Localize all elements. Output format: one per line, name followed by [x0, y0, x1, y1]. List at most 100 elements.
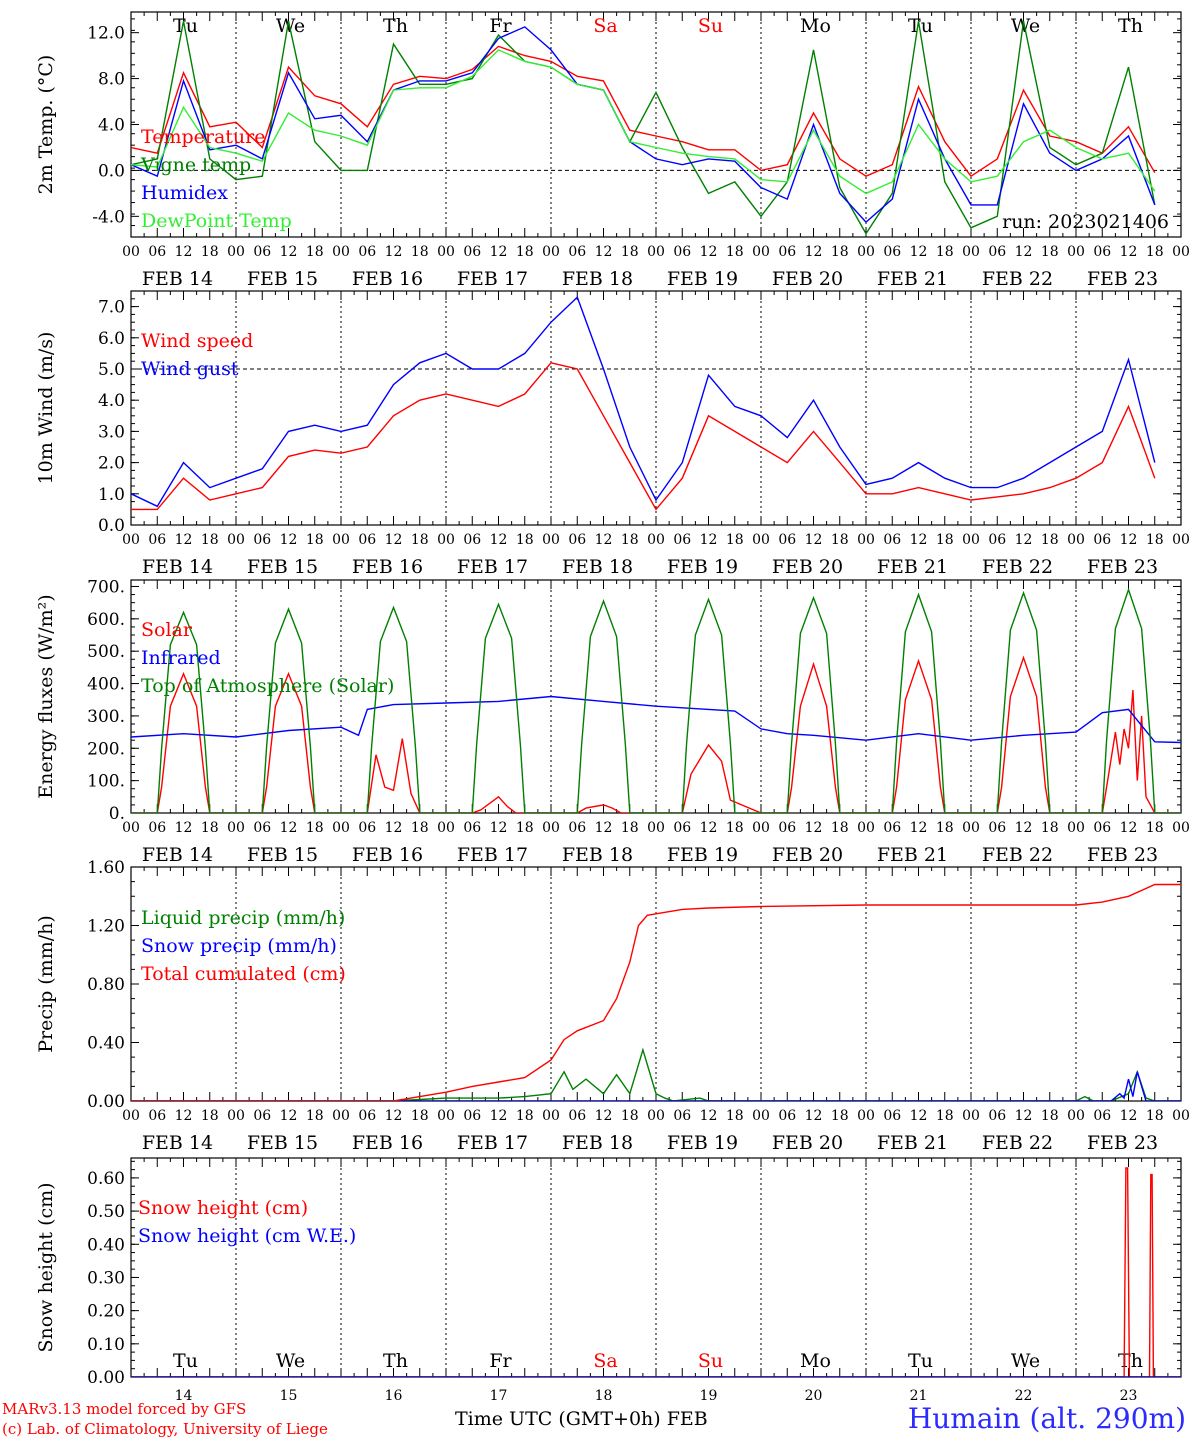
hour-label: 12	[175, 244, 193, 260]
hour-label: 06	[463, 532, 481, 548]
weekday-label: Tu	[173, 1350, 198, 1372]
hour-label: 00	[647, 820, 665, 836]
weekday-label: Th	[383, 15, 408, 37]
hour-label: 18	[1146, 1108, 1164, 1124]
hour-label: 06	[673, 1108, 691, 1124]
weekday-label: Su	[698, 1350, 723, 1372]
y-tick-label: 500.	[87, 642, 125, 662]
hour-label: 06	[988, 244, 1006, 260]
y-tick-label: 0.40	[87, 1034, 125, 1054]
hour-label: 00	[857, 532, 875, 548]
weekday-label: Mo	[800, 1350, 831, 1372]
hour-label: 06	[778, 244, 796, 260]
hour-label: 06	[253, 820, 271, 836]
hour-label: 18	[621, 532, 639, 548]
y-tick-label: 0.00	[87, 1092, 125, 1112]
hour-label: 06	[988, 1108, 1006, 1124]
hour-label: 18	[936, 1108, 954, 1124]
y-tick-label: 700.	[87, 577, 125, 597]
hour-label: 12	[490, 532, 508, 548]
date-label: FEB 23	[1087, 844, 1158, 866]
date-label: FEB 17	[457, 556, 528, 578]
hour-label: 18	[306, 1108, 324, 1124]
hour-label: 12	[1015, 532, 1033, 548]
hour-label: 00	[1067, 244, 1085, 260]
weekday-label: Th	[383, 1350, 408, 1372]
weekday-label: Th	[1118, 1350, 1143, 1372]
hour-label: 18	[1146, 820, 1164, 836]
date-label: FEB 14	[142, 268, 213, 290]
y-tick-label: 3.0	[98, 422, 125, 442]
hour-label: 12	[595, 532, 613, 548]
hour-label: 00	[962, 532, 980, 548]
hour-label: 18	[201, 244, 219, 260]
hour-label: 00	[227, 820, 245, 836]
day-number: 18	[595, 1388, 613, 1404]
y-tick-label: 0.	[109, 804, 125, 824]
hour-label: 12	[175, 1108, 193, 1124]
station-name: Humain (alt. 290m)	[907, 1402, 1186, 1435]
date-label: FEB 20	[772, 268, 843, 290]
y-axis-label: Energy fluxes (W/m²)	[35, 594, 57, 798]
hour-label: 18	[1041, 820, 1059, 836]
date-label: FEB 16	[352, 844, 423, 866]
hour-label: 00	[752, 244, 770, 260]
hour-label: 06	[463, 244, 481, 260]
legend-entry: Top of Atmosphere (Solar)	[141, 675, 394, 697]
hour-label: 12	[1120, 532, 1138, 548]
date-label: FEB 21	[877, 844, 948, 866]
weekday-label: Fr	[489, 1350, 512, 1372]
date-label: FEB 15	[247, 1132, 318, 1154]
legend-entry: Wind speed	[141, 330, 253, 352]
date-label: FEB 20	[772, 1132, 843, 1154]
hour-label: 06	[253, 532, 271, 548]
hour-label: 12	[490, 1108, 508, 1124]
hour-label: 00	[542, 244, 560, 260]
hour-label: 18	[936, 244, 954, 260]
hour-label: 00	[1067, 1108, 1085, 1124]
day-number: 16	[385, 1388, 403, 1404]
hour-label: 12	[1015, 244, 1033, 260]
legend-entry: Snow height (cm)	[138, 1197, 308, 1219]
y-tick-label: 200.	[87, 739, 125, 759]
hour-label: 12	[805, 820, 823, 836]
hour-label: 12	[385, 1108, 403, 1124]
hour-label: 12	[175, 820, 193, 836]
day-number: 21	[910, 1388, 928, 1404]
hour-label: 18	[1146, 532, 1164, 548]
y-tick-label: 1.60	[87, 858, 125, 878]
time-axis-title: Time UTC (GMT+0h) FEB	[455, 1408, 708, 1430]
hour-label: 12	[385, 532, 403, 548]
day-number: 17	[490, 1388, 508, 1404]
day-number: 20	[805, 1388, 823, 1404]
hour-label: 00	[1172, 820, 1190, 836]
hour-label: 00	[1172, 1108, 1190, 1124]
hour-label: 12	[1120, 820, 1138, 836]
date-label: FEB 21	[877, 556, 948, 578]
y-tick-label: 4.0	[98, 391, 125, 411]
hour-label: 06	[148, 820, 166, 836]
hour-label: 18	[621, 244, 639, 260]
weekday-label: Tu	[908, 1350, 933, 1372]
hour-label: 12	[1120, 244, 1138, 260]
hour-label: 00	[332, 532, 350, 548]
y-tick-label: 8.0	[98, 70, 125, 90]
weekday-label: We	[1011, 1350, 1040, 1372]
series-humidex	[131, 26, 1156, 224]
hour-label: 00	[332, 244, 350, 260]
panel-energy: 700. 600. 500. 400. 300. 200. 100. 0. Energy flu…	[35, 577, 1190, 866]
y-axis-label: Precip (mm/h)	[35, 915, 57, 1053]
hour-label: 00	[122, 820, 140, 836]
y-tick-label: 0.60	[87, 1169, 125, 1189]
day-number: 22	[1015, 1388, 1033, 1404]
date-label: FEB 23	[1087, 556, 1158, 578]
series-top-of-atmosphere-solar	[131, 587, 1181, 813]
hour-label: 06	[673, 820, 691, 836]
date-label: FEB 16	[352, 268, 423, 290]
hour-label: 12	[700, 1108, 718, 1124]
weekday-label: Tu	[173, 15, 198, 37]
day-number: 23	[1120, 1388, 1138, 1404]
legend-entry: Solar	[141, 619, 193, 641]
hour-label: 18	[201, 820, 219, 836]
date-label: FEB 19	[667, 844, 738, 866]
